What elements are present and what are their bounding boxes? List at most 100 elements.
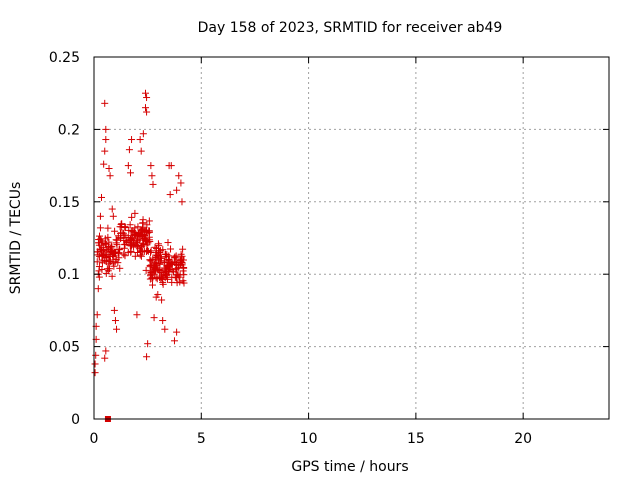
data-point [131,252,139,260]
data-point [156,274,164,282]
data-point [101,147,109,155]
data-point [96,212,104,220]
data-point [101,99,109,107]
data-points [91,89,188,422]
data-point [110,306,118,314]
data-point [134,223,142,231]
data-point [180,271,188,279]
data-point [171,253,179,261]
data-point [91,360,99,368]
data-point [137,147,145,155]
data-point [103,245,111,253]
data-point [173,186,181,194]
data-point [97,237,105,245]
data-point [98,259,106,267]
data-point [123,238,131,246]
data-point [117,220,125,228]
data-point [135,245,143,253]
data-point [148,172,156,180]
y-tick-label: 0.15 [49,195,80,211]
data-point [97,247,105,255]
data-point [141,227,149,235]
data-point [137,252,145,260]
data-point [175,172,183,180]
data-point [159,246,167,254]
data-point [102,240,110,248]
data-point [177,179,185,187]
data-point [110,249,118,257]
data-point [103,258,111,266]
data-point [149,180,157,188]
data-point [121,223,129,231]
data-point [139,248,147,256]
data-point [94,285,102,293]
data-point [104,224,112,232]
data-point [167,245,175,253]
data-point [116,245,124,253]
data-point [108,205,116,213]
data-point [180,264,188,272]
ticks [93,56,609,420]
data-point [159,317,167,325]
data-point [112,239,120,247]
data-point [111,227,119,235]
data-point [154,240,162,248]
data-point [110,262,118,270]
data-point [179,245,187,253]
x-axis-title: GPS time / hours [291,459,408,475]
data-point [109,212,117,220]
x-tick-label: 15 [407,431,425,447]
data-point [174,261,182,269]
data-point [106,172,114,180]
data-point [161,257,169,265]
data-point [143,221,151,229]
y-tick-label: 0 [71,412,80,428]
data-point [149,266,157,274]
y-tick-label: 0.1 [58,267,80,283]
data-point [154,291,162,299]
data-point [156,253,164,261]
data-point [162,264,170,272]
data-point [159,280,167,288]
data-point [165,263,173,271]
data-point [100,160,108,168]
data-point [104,233,112,241]
data-point [98,193,106,201]
data-point [142,104,149,112]
y-axis-title: SRMTID / TECUs [8,182,24,295]
data-point [104,244,112,252]
data-point [146,238,154,246]
data-point [137,232,145,240]
x-tick-label: 5 [197,431,206,447]
data-point [93,311,101,319]
data-point [148,281,156,289]
data-point [108,272,116,280]
data-point [150,314,158,322]
data-point [163,267,171,275]
data-point [98,238,106,246]
data-point [152,245,160,253]
grid [94,57,609,419]
data-point [96,245,104,253]
data-point [143,94,151,102]
data-point [178,258,186,266]
data-point [166,191,174,199]
data-point [139,219,147,227]
data-point [121,223,129,231]
data-point [149,255,157,263]
data-point [147,162,155,170]
x-tick-label: 10 [300,431,318,447]
data-point [95,263,103,271]
data-point [115,246,123,254]
data-point [134,241,142,249]
data-point [145,217,153,225]
data-point [93,258,101,266]
data-point [118,229,126,237]
data-point [173,265,181,273]
data-point [113,325,121,333]
data-point [102,347,110,355]
data-point [146,261,154,269]
data-point [126,221,134,229]
data-point [128,213,136,221]
